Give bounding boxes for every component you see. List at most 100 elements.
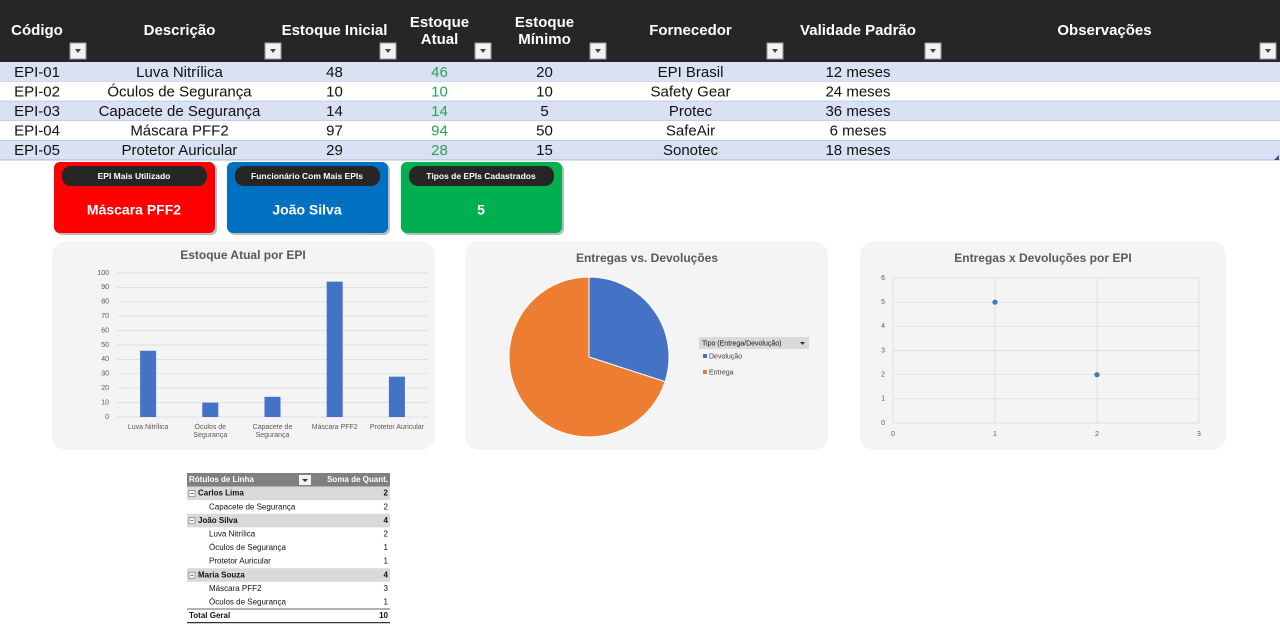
chart-panel: [860, 241, 1226, 450]
card-value: Máscara PFF2: [87, 202, 181, 218]
card-label-pill: [409, 166, 554, 186]
pivot-group-row: [187, 486, 390, 501]
filter-arrow: [480, 49, 486, 53]
pivot-group-row: [187, 513, 390, 528]
table-cell: Máscara PFF2: [130, 123, 228, 140]
y-tick-label: 2: [881, 372, 885, 379]
y-tick-label: 4: [881, 323, 885, 330]
legend-swatch: [703, 370, 707, 374]
table-cell: 10: [326, 83, 343, 100]
pivot-row-label: Luva Nitrílica: [209, 530, 256, 539]
y-tick-label: 20: [101, 385, 109, 392]
x-tick-label: Óculos de Segurança: [193, 424, 228, 440]
table-cell: SafeAir: [666, 123, 715, 140]
pivot-row-label: João Silva: [198, 516, 238, 525]
table-cell: EPI-04: [14, 123, 60, 140]
pivot-row-label: Óculos de Segurança: [209, 543, 286, 552]
table-cell: Sonotec: [663, 142, 719, 159]
pie-slice: [508, 276, 666, 438]
table-cell: 36 meses: [825, 103, 890, 120]
table-cell: 10: [431, 83, 448, 100]
chart-title: Entregas vs. Devoluções: [576, 251, 718, 265]
card-label: EPI Mais Utilizado: [98, 171, 171, 181]
table-cell: 12 meses: [825, 64, 890, 81]
column-header: Estoque Atual: [409, 13, 470, 48]
x-tick-label: 2: [1095, 431, 1099, 438]
table-cell: EPI-02: [14, 83, 60, 100]
y-tick-label: 6: [881, 275, 885, 282]
y-tick-label: 0: [105, 414, 109, 421]
pivot-row-label: Capacete de Segurança: [209, 502, 296, 511]
pivot-row-value: 3: [384, 584, 389, 593]
table-cell: EPI-01: [14, 64, 60, 81]
table-resize-handle: [1274, 155, 1279, 160]
pivot-header-label: Rótulos de Linha: [189, 475, 254, 484]
table-cell: EPI-03: [14, 103, 60, 120]
y-tick-label: 100: [97, 270, 109, 277]
pivot-header: [187, 473, 390, 487]
pivot-row-value: 2: [384, 489, 389, 498]
column-header: Estoque Mínimo: [514, 13, 575, 48]
card-label: Tipos de EPIs Cadastrados: [426, 171, 536, 181]
column-header: Validade Padrão: [800, 22, 916, 40]
pivot-row-value: 4: [384, 570, 389, 579]
legend-title: Tipo (Entrega/Devolução): [702, 340, 782, 347]
pivot-row-label: Carlos Lima: [198, 489, 244, 498]
x-tick-label: 1: [993, 431, 997, 438]
table-row: [0, 120, 1280, 141]
card-label-pill: [235, 166, 380, 186]
y-tick-label: 60: [101, 327, 109, 334]
column-header: Descrição: [143, 22, 216, 40]
pivot-row-value: 4: [384, 516, 389, 525]
table-cell: Protec: [669, 103, 713, 120]
card-label: Funcionário Com Mais EPIs: [251, 171, 363, 181]
y-tick-label: 10: [101, 399, 109, 406]
column-header: Estoque Inicial: [281, 22, 388, 40]
y-tick-label: 5: [881, 299, 885, 306]
column-header: Observações: [1057, 22, 1152, 40]
legend-label: Devolução: [709, 353, 742, 360]
table-cell: 18 meses: [825, 142, 890, 159]
pivot-row-value: 1: [384, 557, 389, 566]
card-value: 5: [477, 202, 485, 218]
table-cell: Capacete de Segurança: [99, 103, 261, 120]
x-tick-label: 3: [1197, 431, 1201, 438]
filter-arrow: [930, 49, 936, 53]
table-cell: 48: [326, 64, 343, 81]
pivot-row-label: Máscara PFF2: [209, 584, 262, 593]
filter-arrow: [302, 479, 308, 482]
table-cell: 14: [326, 103, 343, 120]
table-cell: 5: [540, 103, 548, 120]
pie-slice: [588, 276, 670, 383]
y-tick-label: 40: [101, 356, 109, 363]
x-tick-label: 0: [891, 431, 895, 438]
filter-arrow: [595, 49, 601, 53]
bar: [140, 350, 157, 417]
table-header-bg: [0, 0, 1280, 62]
chart-title: Entregas x Devoluções por EPI: [954, 251, 1131, 265]
legend-filter[interactable]: [699, 337, 809, 349]
table-cell: 50: [536, 123, 553, 140]
filter-arrow: [385, 49, 391, 53]
bar: [202, 402, 219, 417]
scatter-point: [1094, 372, 1100, 378]
chart-panel: [52, 241, 435, 450]
pivot-row-value: 1: [384, 543, 389, 552]
table-row: [0, 140, 1280, 160]
y-tick-label: 90: [101, 284, 109, 291]
y-tick-label: 1: [881, 396, 885, 403]
table-cell: 15: [536, 142, 553, 159]
chart-title: Estoque Atual por EPI: [180, 248, 306, 262]
pivot-row-value: 1: [384, 598, 389, 607]
table-cell: EPI-05: [14, 142, 60, 159]
table-cell: 46: [431, 64, 448, 81]
y-tick-label: 30: [101, 371, 109, 378]
card-value: João Silva: [272, 202, 341, 218]
pivot-total-value: 10: [379, 611, 388, 620]
table-cell: Óculos de Segurança: [107, 83, 252, 100]
filter-arrow: [772, 49, 778, 53]
x-tick-label: Luva Nitrílica: [127, 424, 169, 431]
table-cell: 6 meses: [830, 123, 887, 140]
